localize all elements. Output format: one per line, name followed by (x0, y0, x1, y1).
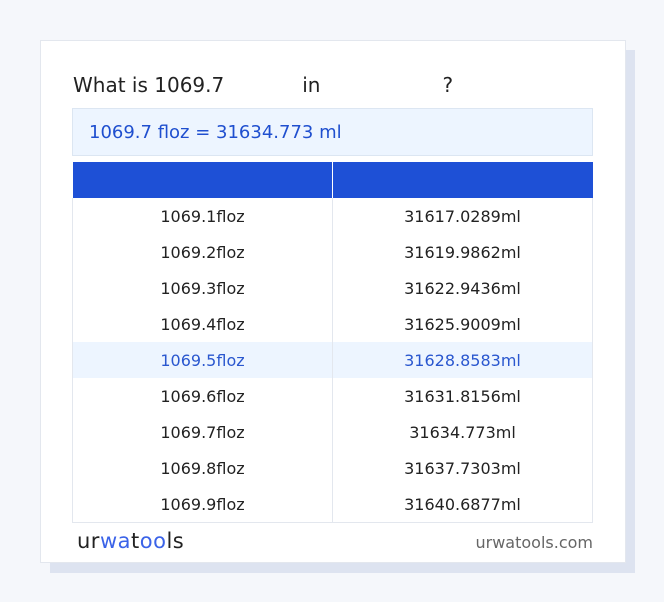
table-row: 1069.8floz 31637.7303ml (72, 450, 593, 486)
floz-value: 1069.1floz (72, 198, 333, 234)
table-row: 1069.9floz 31640.6877ml (72, 486, 593, 523)
ml-value: 31622.9436ml (332, 270, 593, 306)
ml-value: 31619.9862ml (332, 234, 593, 270)
conversion-result: 1069.7 floz = 31634.773 ml (72, 108, 593, 156)
ml-value: 31634.773ml (332, 414, 593, 450)
floz-value: 1069.7floz (72, 414, 333, 450)
floz-value: 1069.9floz (72, 486, 333, 523)
table-row: 1069.5floz 31628.8583ml (72, 342, 593, 378)
table-row: 1069.3floz 31622.9436ml (72, 270, 593, 306)
table-row: 1069.6floz 31631.8156ml (72, 378, 593, 414)
title-mid: in (302, 73, 321, 97)
ml-value: 31625.9009ml (332, 306, 593, 342)
page-title: What is 1069.7 in? (73, 73, 453, 97)
site-link[interactable]: urwatools.com (475, 533, 594, 552)
floz-value: 1069.2floz (72, 234, 333, 270)
header-from (72, 162, 333, 198)
header-to (332, 162, 593, 198)
table-row: 1069.1floz 31617.0289ml (72, 198, 593, 234)
title-suffix: ? (442, 73, 454, 97)
ml-value: 31631.8156ml (332, 378, 593, 414)
floz-value: 1069.5floz (72, 342, 333, 378)
title-prefix: What is 1069.7 (73, 73, 225, 97)
urwatools-logo[interactable]: urwatools (77, 529, 185, 553)
ml-value: 31637.7303ml (332, 450, 593, 486)
ml-value: 31628.8583ml (332, 342, 593, 378)
table-row: 1069.4floz 31625.9009ml (72, 306, 593, 342)
floz-value: 1069.6floz (72, 378, 333, 414)
table-row: 1069.2floz 31619.9862ml (72, 234, 593, 270)
ml-value: 31617.0289ml (332, 198, 593, 234)
floz-value: 1069.8floz (72, 450, 333, 486)
converter-card: What is 1069.7 in? 1069.7 floz = 31634.77… (40, 40, 626, 563)
conversion-table: 1069.1floz 31617.0289ml 1069.2floz 31619.98… (72, 162, 593, 523)
floz-value: 1069.4floz (72, 306, 333, 342)
table-row: 1069.7floz 31634.773ml (72, 414, 593, 450)
floz-value: 1069.3floz (72, 270, 333, 306)
ml-value: 31640.6877ml (332, 486, 593, 523)
